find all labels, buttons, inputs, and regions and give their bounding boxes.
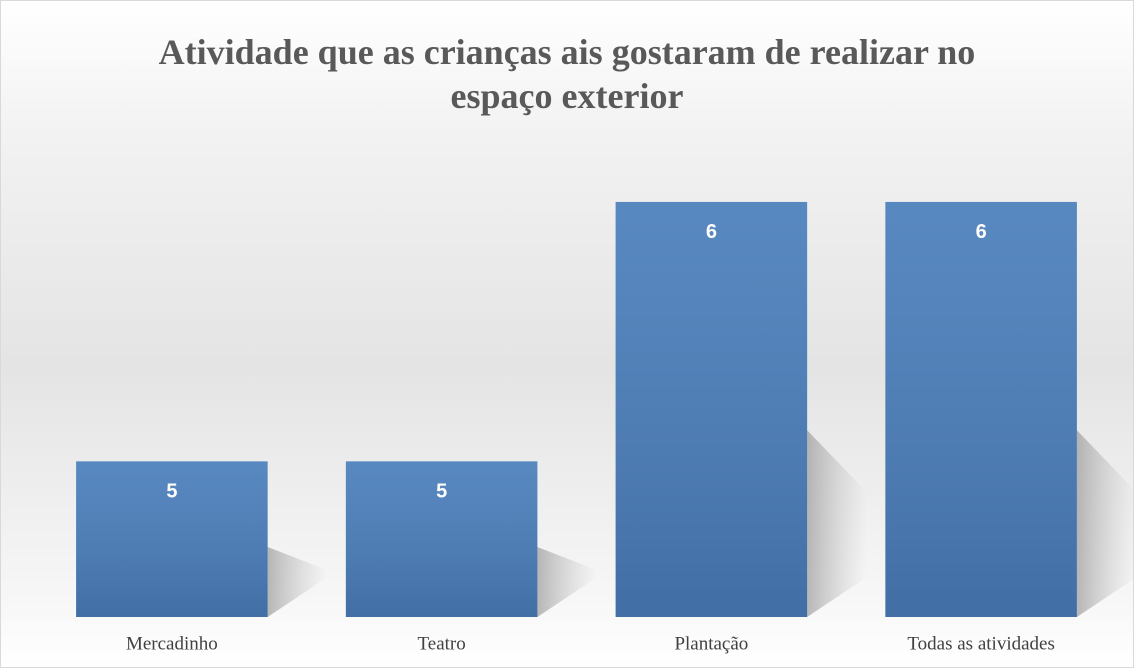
bar-shade <box>885 201 1077 618</box>
chart-title: Atividade que as crianças ais gostaram d… <box>158 32 976 116</box>
bar-shadow <box>807 430 868 617</box>
x-tick-label: Todas as atividades <box>907 633 1054 654</box>
value-label: 6 <box>976 221 987 243</box>
bar-shadow <box>1076 430 1134 617</box>
bar-shadow <box>537 546 598 617</box>
bar-shadow <box>267 546 328 617</box>
bar-shade <box>345 461 538 617</box>
value-label: 6 <box>706 221 717 243</box>
x-tick-label: Mercadinho <box>126 633 218 654</box>
bar-shade <box>615 201 808 618</box>
value-label: 5 <box>166 481 177 503</box>
bar-shade <box>76 461 268 617</box>
x-tick-label: Teatro <box>417 633 465 654</box>
x-tick-label: Plantação <box>674 633 748 654</box>
value-label: 5 <box>436 481 447 503</box>
